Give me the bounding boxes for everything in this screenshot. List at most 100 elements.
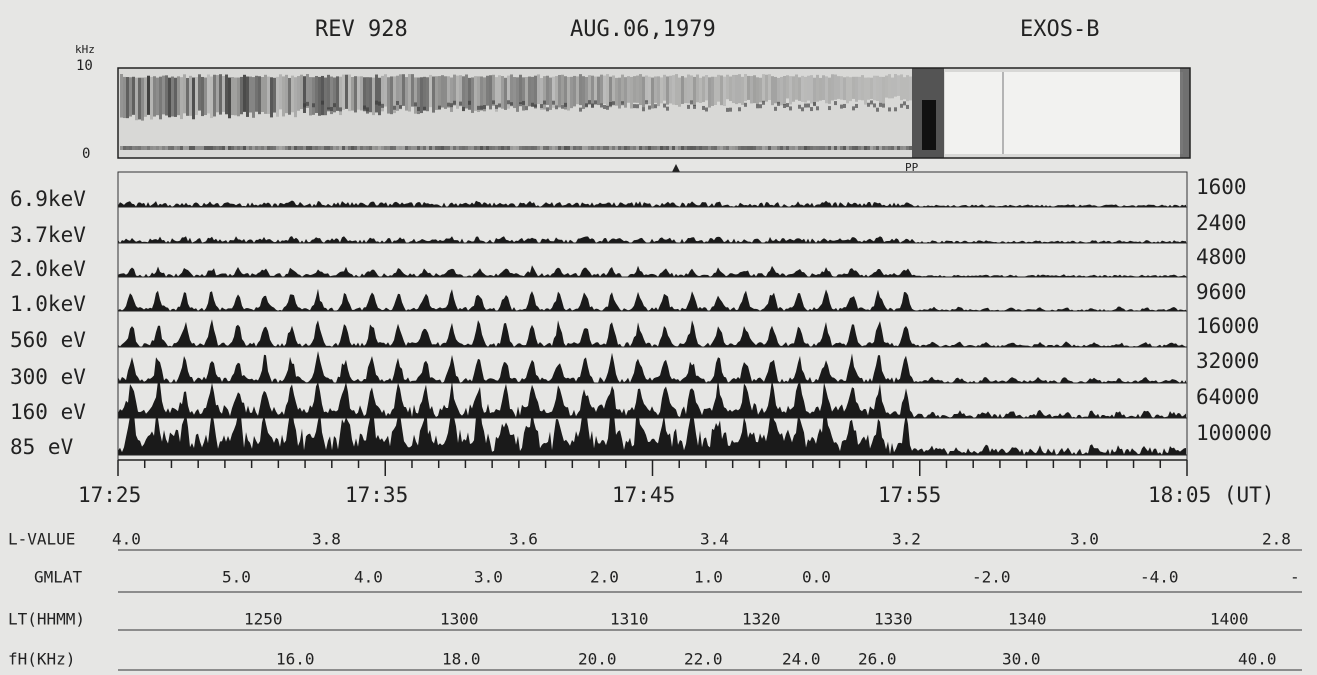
- spec-band: [252, 77, 255, 118]
- spec-band: [354, 76, 357, 113]
- ephemeris-value: 1340: [1008, 610, 1047, 629]
- spec-floor: [672, 146, 675, 150]
- spec-streak: [495, 104, 498, 109]
- spec-floor: [486, 146, 489, 150]
- spec-band: [405, 77, 408, 111]
- spec-band: [540, 77, 543, 110]
- spec-floor: [288, 146, 291, 150]
- spec-streak: [783, 103, 786, 108]
- spec-band: [273, 77, 276, 113]
- spec-floor: [903, 146, 906, 150]
- spec-streak: [480, 105, 483, 110]
- scale-label: 9600: [1196, 280, 1247, 304]
- spec-floor: [162, 146, 165, 150]
- spec-floor: [372, 146, 375, 150]
- spec-floor: [816, 146, 819, 150]
- spec-band: [876, 75, 879, 102]
- spec-floor: [615, 146, 618, 150]
- spec-floor: [210, 146, 213, 150]
- spec-floor: [312, 146, 315, 150]
- spec-streak: [417, 106, 420, 111]
- spec-band: [375, 74, 378, 113]
- spec-band: [546, 75, 549, 105]
- spec-floor: [138, 146, 141, 150]
- spec-floor: [405, 146, 408, 150]
- spec-band: [552, 76, 555, 108]
- spec-band: [225, 74, 228, 115]
- spec-band: [831, 74, 834, 101]
- spec-floor: [600, 146, 603, 150]
- spec-floor: [609, 146, 612, 150]
- spec-streak: [327, 107, 330, 112]
- spec-floor: [120, 146, 123, 150]
- spec-streak: [762, 100, 765, 105]
- spec-band: [843, 77, 846, 101]
- spec-floor: [768, 146, 771, 150]
- spec-band: [480, 76, 483, 111]
- spec-band: [582, 76, 585, 109]
- spec-floor: [891, 146, 894, 150]
- spec-floor: [834, 146, 837, 150]
- spec-band: [663, 74, 666, 101]
- spec-floor: [324, 146, 327, 150]
- spec-band: [567, 76, 570, 111]
- spec-floor: [255, 146, 258, 150]
- spec-band: [711, 76, 714, 106]
- spec-floor: [690, 146, 693, 150]
- spec-band: [141, 77, 144, 121]
- spec-floor: [852, 146, 855, 150]
- scale-label: 1600: [1196, 175, 1247, 199]
- spec-floor: [474, 146, 477, 150]
- spec-band: [702, 76, 705, 103]
- spec-floor: [894, 146, 897, 150]
- spec-floor: [603, 146, 606, 150]
- ephemeris-value: -2.0: [972, 568, 1011, 587]
- spec-floor: [711, 146, 714, 150]
- spec-band: [765, 74, 768, 102]
- ephemeris-value: 1320: [742, 610, 781, 629]
- spec-band: [423, 76, 426, 110]
- spec-band: [774, 76, 777, 104]
- spec-band: [576, 76, 579, 105]
- spec-floor: [558, 146, 561, 150]
- spec-floor: [408, 146, 411, 150]
- spec-band: [159, 76, 162, 120]
- spec-streak: [564, 102, 567, 107]
- spec-band: [867, 77, 870, 100]
- spec-band: [297, 76, 300, 111]
- spec-floor: [618, 146, 621, 150]
- spec-band: [294, 77, 297, 118]
- spec-band: [609, 76, 612, 108]
- spec-streak: [498, 103, 501, 108]
- spec-band: [285, 74, 288, 114]
- spec-band: [219, 74, 222, 115]
- spec-floor: [786, 146, 789, 150]
- spec-band: [690, 75, 693, 102]
- spec-band: [369, 77, 372, 113]
- spec-band: [525, 76, 528, 107]
- spec-floor: [774, 146, 777, 150]
- spec-floor: [792, 146, 795, 150]
- spec-floor: [207, 146, 210, 150]
- trace: [118, 200, 1186, 207]
- spec-streak: [756, 104, 759, 109]
- spec-floor: [831, 146, 834, 150]
- spec-band: [432, 76, 435, 113]
- spec-floor: [252, 146, 255, 150]
- spec-floor: [348, 146, 351, 150]
- spec-streak: [801, 107, 804, 112]
- spec-band: [453, 74, 456, 106]
- spec-band: [258, 76, 261, 115]
- spec-streak: [438, 105, 441, 110]
- spec-streak: [729, 107, 732, 112]
- spec-floor: [489, 146, 492, 150]
- spec-streak: [321, 100, 324, 105]
- spec-streak: [525, 106, 528, 111]
- spec-floor: [378, 146, 381, 150]
- spec-streak: [363, 105, 366, 110]
- spec-band: [585, 77, 588, 107]
- energy-label: 3.7keV: [10, 223, 86, 247]
- spec-streak: [312, 103, 315, 108]
- ephemeris-value: 3.0: [1070, 530, 1099, 549]
- spec-band: [345, 74, 348, 109]
